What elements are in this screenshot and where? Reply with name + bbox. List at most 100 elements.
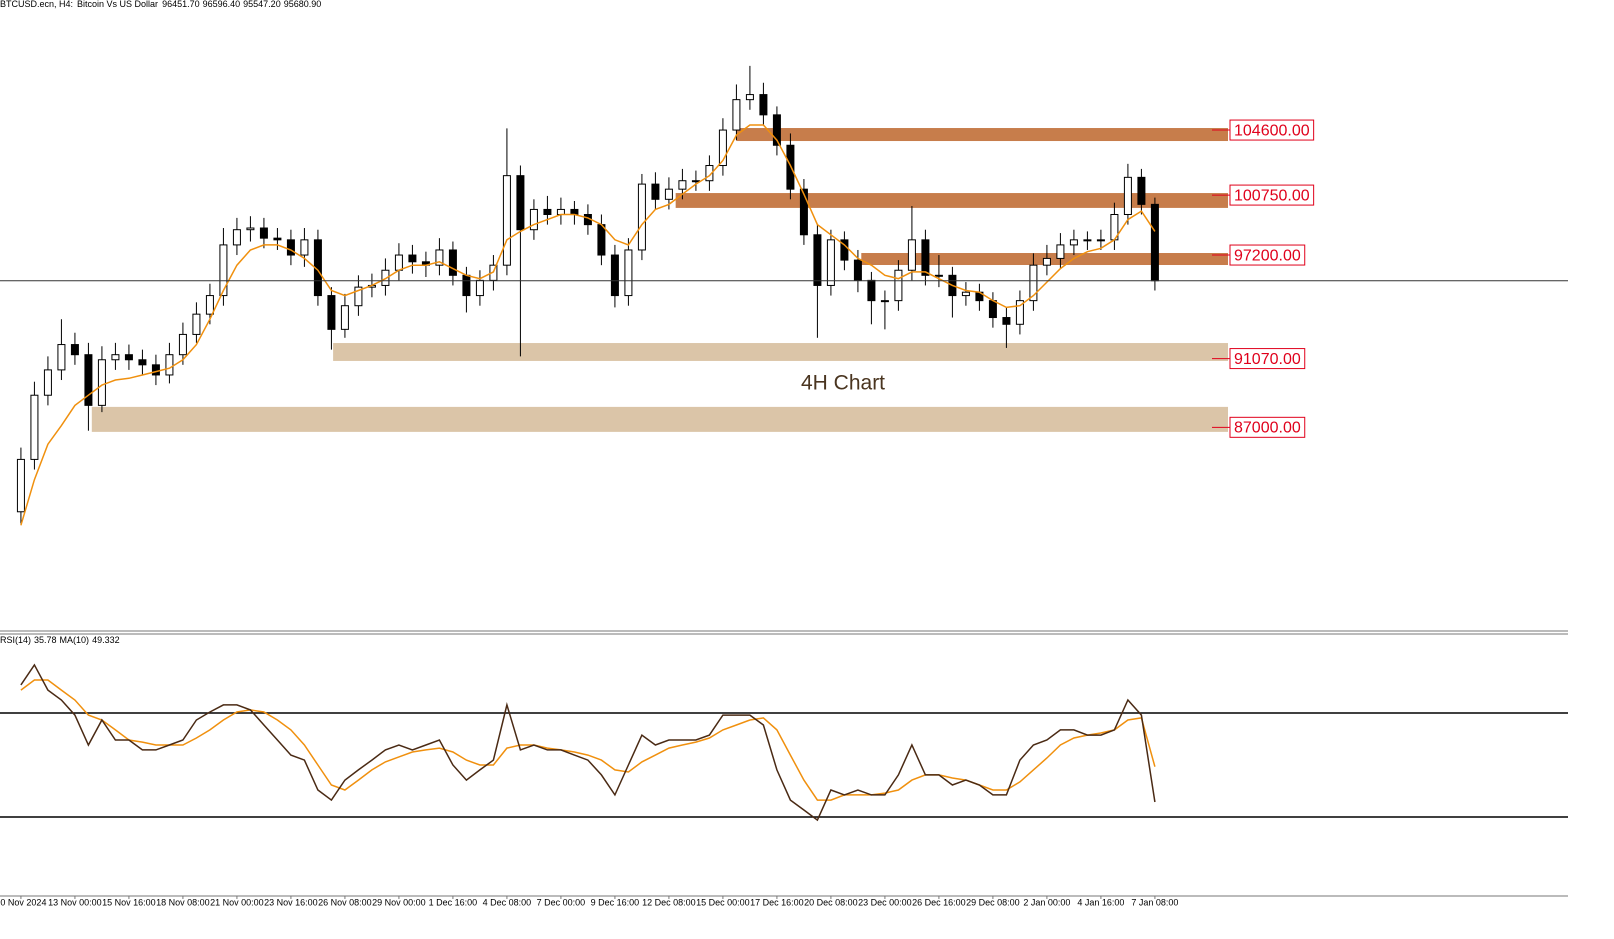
candle-body <box>246 227 255 231</box>
candle-body <box>1083 239 1092 242</box>
candle-body <box>138 359 147 366</box>
x-tick-label: 17 Dec 16:00 <box>750 897 804 907</box>
candle-body <box>718 129 727 167</box>
x-tick-label: 20 Dec 08:00 <box>804 897 858 907</box>
candle-body <box>273 237 282 241</box>
candle-body <box>678 180 687 190</box>
x-tick-label: 26 Nov 08:00 <box>318 897 372 907</box>
candle-body <box>354 286 363 307</box>
candle-body <box>543 208 552 216</box>
candle-body <box>529 208 538 231</box>
level-label: 97200.00 <box>1234 247 1301 264</box>
level-label: 91070.00 <box>1234 351 1301 368</box>
candle-body <box>691 180 700 183</box>
x-tick-label: 18 Nov 08:00 <box>156 897 210 907</box>
x-tick-label: 15 Dec 00:00 <box>696 897 750 907</box>
candle-body <box>934 274 943 277</box>
candle-body <box>502 175 511 266</box>
candle-body <box>826 239 835 286</box>
candle-body <box>84 354 93 406</box>
level-label-box <box>1229 119 1315 141</box>
candle-body <box>43 369 52 396</box>
candle-body <box>475 279 484 297</box>
level-label: 87000.00 <box>1234 420 1301 437</box>
candle-body <box>880 300 889 303</box>
candle-body <box>327 295 336 330</box>
candle-body <box>97 359 106 406</box>
rsi-ma-name: MA(10) <box>60 635 90 645</box>
candle-body <box>907 239 916 271</box>
rsi-value: 35.78 <box>34 635 57 645</box>
candle-body <box>597 224 606 256</box>
candle-body <box>1096 239 1105 242</box>
level-label-box <box>1229 244 1306 266</box>
candle-body <box>111 354 120 361</box>
candle-body <box>394 254 403 271</box>
rsi-line <box>20 663 1156 822</box>
description: Bitcoin Vs US Dollar <box>77 0 158 9</box>
candle-body <box>178 333 187 356</box>
candle-body <box>1002 317 1011 325</box>
zone-band <box>333 343 1228 361</box>
x-tick-label: 13 Nov 00:00 <box>48 897 102 907</box>
candle-body <box>570 208 579 216</box>
candle-body <box>921 239 930 276</box>
candle-body <box>30 394 39 460</box>
candle-body <box>624 249 633 297</box>
candle-body <box>705 165 714 182</box>
candle-body <box>448 249 457 276</box>
x-tick-label: 7 Jan 08:00 <box>1131 897 1178 907</box>
quote-open: 96451.70 <box>162 0 200 9</box>
x-tick-label: 29 Nov 00:00 <box>372 897 426 907</box>
candle-body <box>124 354 133 361</box>
candle-body <box>867 279 876 302</box>
candle-body <box>1137 176 1146 205</box>
candle-body <box>462 274 471 297</box>
candle-body <box>435 249 444 266</box>
candle-body <box>1015 300 1024 325</box>
quote-low: 95547.20 <box>243 0 281 9</box>
candle-body <box>772 114 781 146</box>
candle-body <box>556 208 565 216</box>
x-tick-label: 15 Nov 16:00 <box>102 897 156 907</box>
candle-body <box>813 234 822 286</box>
candle-body <box>961 291 970 297</box>
moving-average <box>20 124 1156 526</box>
candle-body <box>259 227 268 239</box>
candle-body <box>192 313 201 335</box>
candle-body <box>988 300 997 319</box>
x-tick-label: 10 Nov 2024 <box>0 897 46 907</box>
candle-body <box>516 175 525 231</box>
candle-body <box>286 239 295 256</box>
candle-body <box>1056 244 1065 259</box>
quote-high: 96596.40 <box>203 0 241 9</box>
candle-body <box>840 239 849 261</box>
level-label-box <box>1229 348 1306 370</box>
candle-body <box>165 354 174 376</box>
candle-body <box>637 183 646 251</box>
candle-body <box>1123 176 1132 216</box>
x-tick-label: 4 Dec 08:00 <box>483 897 532 907</box>
x-tick-label: 9 Dec 16:00 <box>591 897 640 907</box>
candle-body <box>1042 257 1051 266</box>
candle-body <box>745 94 754 101</box>
candle-body <box>853 259 862 281</box>
level-label: 104600.00 <box>1234 122 1310 139</box>
level-label-box <box>1229 416 1306 438</box>
candle-body <box>16 458 25 513</box>
rsi-header: RSI(14) 35.78 MA(10) 49.332 <box>0 635 120 645</box>
rsi-ma-value: 49.332 <box>92 635 120 645</box>
zone-band <box>736 128 1228 142</box>
x-tick-label: 12 Dec 08:00 <box>642 897 696 907</box>
quote-close: 95680.90 <box>284 0 322 9</box>
candle-body <box>300 239 309 256</box>
candle-body <box>610 254 619 297</box>
candle-body <box>408 254 417 263</box>
candle-body <box>151 364 160 376</box>
candle-body <box>664 188 673 200</box>
x-tick-label: 23 Nov 16:00 <box>264 897 318 907</box>
rsi-name: RSI(14) <box>0 635 31 645</box>
symbol: BTCUSD.ecn, H4: <box>0 0 73 9</box>
